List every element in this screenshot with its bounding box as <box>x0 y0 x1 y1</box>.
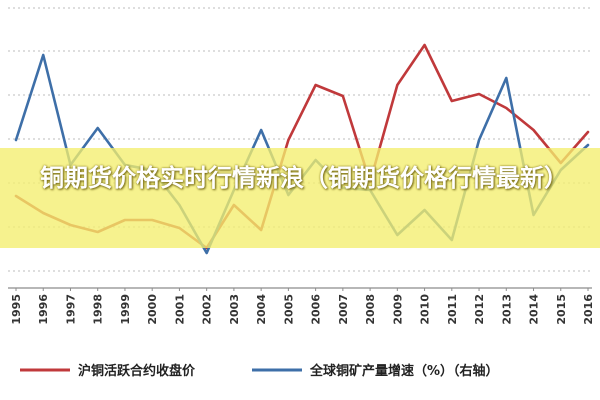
x-tick-label: 2014 <box>528 294 541 325</box>
title-banner <box>0 148 600 248</box>
x-tick-label: 2008 <box>364 294 377 325</box>
x-tick-label: 2005 <box>282 294 295 325</box>
x-tick-label: 1998 <box>92 294 105 325</box>
x-tick-label: 2006 <box>310 294 323 325</box>
x-tick-label: 2001 <box>173 294 186 325</box>
x-tick-label: 1996 <box>37 294 50 325</box>
legend-label-1: 全球铜矿产量增速（%）（右轴） <box>309 363 499 379</box>
x-tick-label: 2009 <box>391 294 404 325</box>
x-tick-labels: 1995 1996 1997 1998 1999 2000 2001 2002 2003 2004… <box>10 288 595 325</box>
x-tick-label: 2016 <box>582 294 595 325</box>
x-tick-label: 2015 <box>555 294 568 325</box>
x-tick-label: 2013 <box>500 294 513 325</box>
x-tick-label: 2000 <box>146 294 159 325</box>
x-tick-label: 2012 <box>473 294 486 325</box>
x-tick-label: 1997 <box>64 294 77 325</box>
legend: 沪铜活跃合约收盘价 全球铜矿产量增速（%）（右轴） <box>20 363 499 379</box>
x-tick-label: 2004 <box>255 294 268 325</box>
x-tick-label: 2007 <box>337 294 350 325</box>
banner-title: 铜期货价格实时行情新浪（铜期货价格行情最新） <box>40 164 568 192</box>
x-tick-label: 2002 <box>201 294 214 325</box>
x-tick-label: 1995 <box>10 294 23 325</box>
x-tick-label: 2003 <box>228 294 241 325</box>
x-tick-label: 2011 <box>446 294 459 325</box>
x-tick-label: 2010 <box>419 294 432 325</box>
legend-label-0: 沪铜活跃合约收盘价 <box>78 363 196 379</box>
x-tick-label: 1999 <box>119 294 132 325</box>
